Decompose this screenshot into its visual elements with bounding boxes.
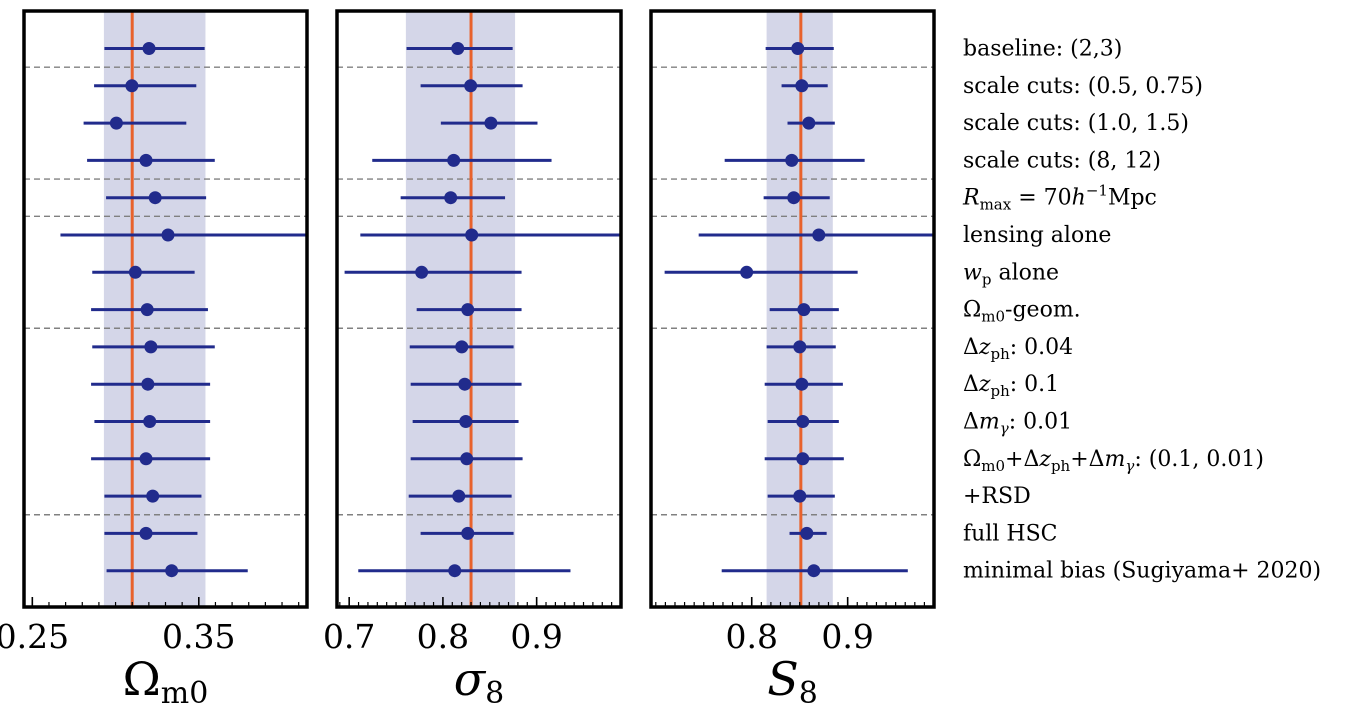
data-point — [139, 153, 153, 167]
row-label: Δzph: 0.1 — [963, 372, 1059, 400]
data-point — [142, 42, 156, 55]
data-point — [144, 340, 158, 354]
data-point — [139, 452, 153, 466]
data-point — [455, 340, 469, 354]
data-point — [787, 191, 801, 205]
tick-label: 0.35 — [162, 617, 235, 656]
data-point — [109, 116, 123, 130]
tick-label: 0.7 — [323, 617, 375, 656]
data-point — [460, 452, 474, 466]
data-point — [796, 452, 810, 466]
data-point — [800, 526, 814, 540]
data-point — [807, 564, 821, 578]
data-point — [796, 415, 810, 428]
row-label: Ωm0-geom. — [963, 298, 1081, 326]
axis-label: S8 — [767, 652, 818, 709]
row-label: Δzph: 0.04 — [963, 335, 1073, 363]
panel-sigma8: 0.7 0.8 0.9σ8 — [323, 9, 623, 709]
row-label: Ωm0+Δzph+Δmγ: (0.1, 0.01) — [963, 447, 1264, 475]
data-point — [797, 303, 811, 317]
row-label-column: baseline: (2,3) scale cuts: (0.5, 0.75) sc… — [962, 37, 1321, 584]
row-label: minimal bias (Sugiyama+ 2020) — [963, 559, 1321, 584]
row-label: scale cuts: (8, 12) — [963, 148, 1161, 173]
data-point — [795, 377, 809, 391]
data-point — [452, 489, 466, 503]
axis-label: Ωm0 — [123, 652, 209, 709]
data-point — [795, 79, 809, 93]
panel-frame — [649, 9, 936, 609]
data-point — [484, 116, 498, 130]
data-point — [148, 191, 162, 205]
row-label: +RSD — [963, 484, 1031, 509]
row-label: wp alone — [963, 260, 1059, 288]
row-label: lensing alone — [963, 223, 1111, 248]
row-label: full HSC — [963, 521, 1057, 546]
data-point — [812, 228, 826, 242]
tick-label: 0.25 — [0, 617, 69, 656]
data-point — [793, 340, 807, 354]
row-label: Δmγ: 0.01 — [963, 410, 1072, 438]
tick-label: 0.8 — [417, 617, 469, 656]
data-point — [415, 265, 429, 279]
data-point — [146, 489, 160, 503]
data-point — [444, 191, 458, 205]
data-point — [458, 377, 472, 391]
data-point — [140, 303, 154, 317]
row-label: scale cuts: (0.5, 0.75) — [963, 74, 1203, 99]
data-point — [459, 415, 473, 428]
tick-label: 0.8 — [725, 617, 777, 656]
data-point — [451, 42, 465, 55]
data-point — [448, 564, 462, 578]
data-point — [161, 228, 175, 242]
data-point — [791, 42, 805, 55]
data-point — [740, 265, 754, 279]
data-point — [793, 489, 807, 503]
data-point — [461, 526, 475, 540]
data-point — [802, 116, 816, 130]
data-point — [125, 79, 139, 93]
data-point — [165, 564, 179, 578]
data-point — [461, 303, 475, 317]
row-label: Rmax = 70h−1Mpc — [962, 182, 1157, 214]
data-point — [141, 377, 155, 391]
tick-label: 0.9 — [510, 617, 562, 656]
data-point — [785, 153, 799, 167]
axis-label: σ8 — [454, 652, 505, 709]
data-point — [464, 79, 478, 93]
data-point — [128, 265, 142, 279]
panel-frame — [335, 9, 623, 609]
row-label: scale cuts: (1.0, 1.5) — [963, 111, 1189, 136]
data-point — [143, 415, 157, 428]
row-label: baseline: (2,3) — [963, 37, 1122, 62]
data-point — [447, 153, 461, 167]
data-point — [139, 526, 153, 540]
panel-s8: 0.8 0.9S8 — [649, 9, 936, 709]
tick-label: 0.9 — [821, 617, 873, 656]
data-point — [465, 228, 479, 242]
